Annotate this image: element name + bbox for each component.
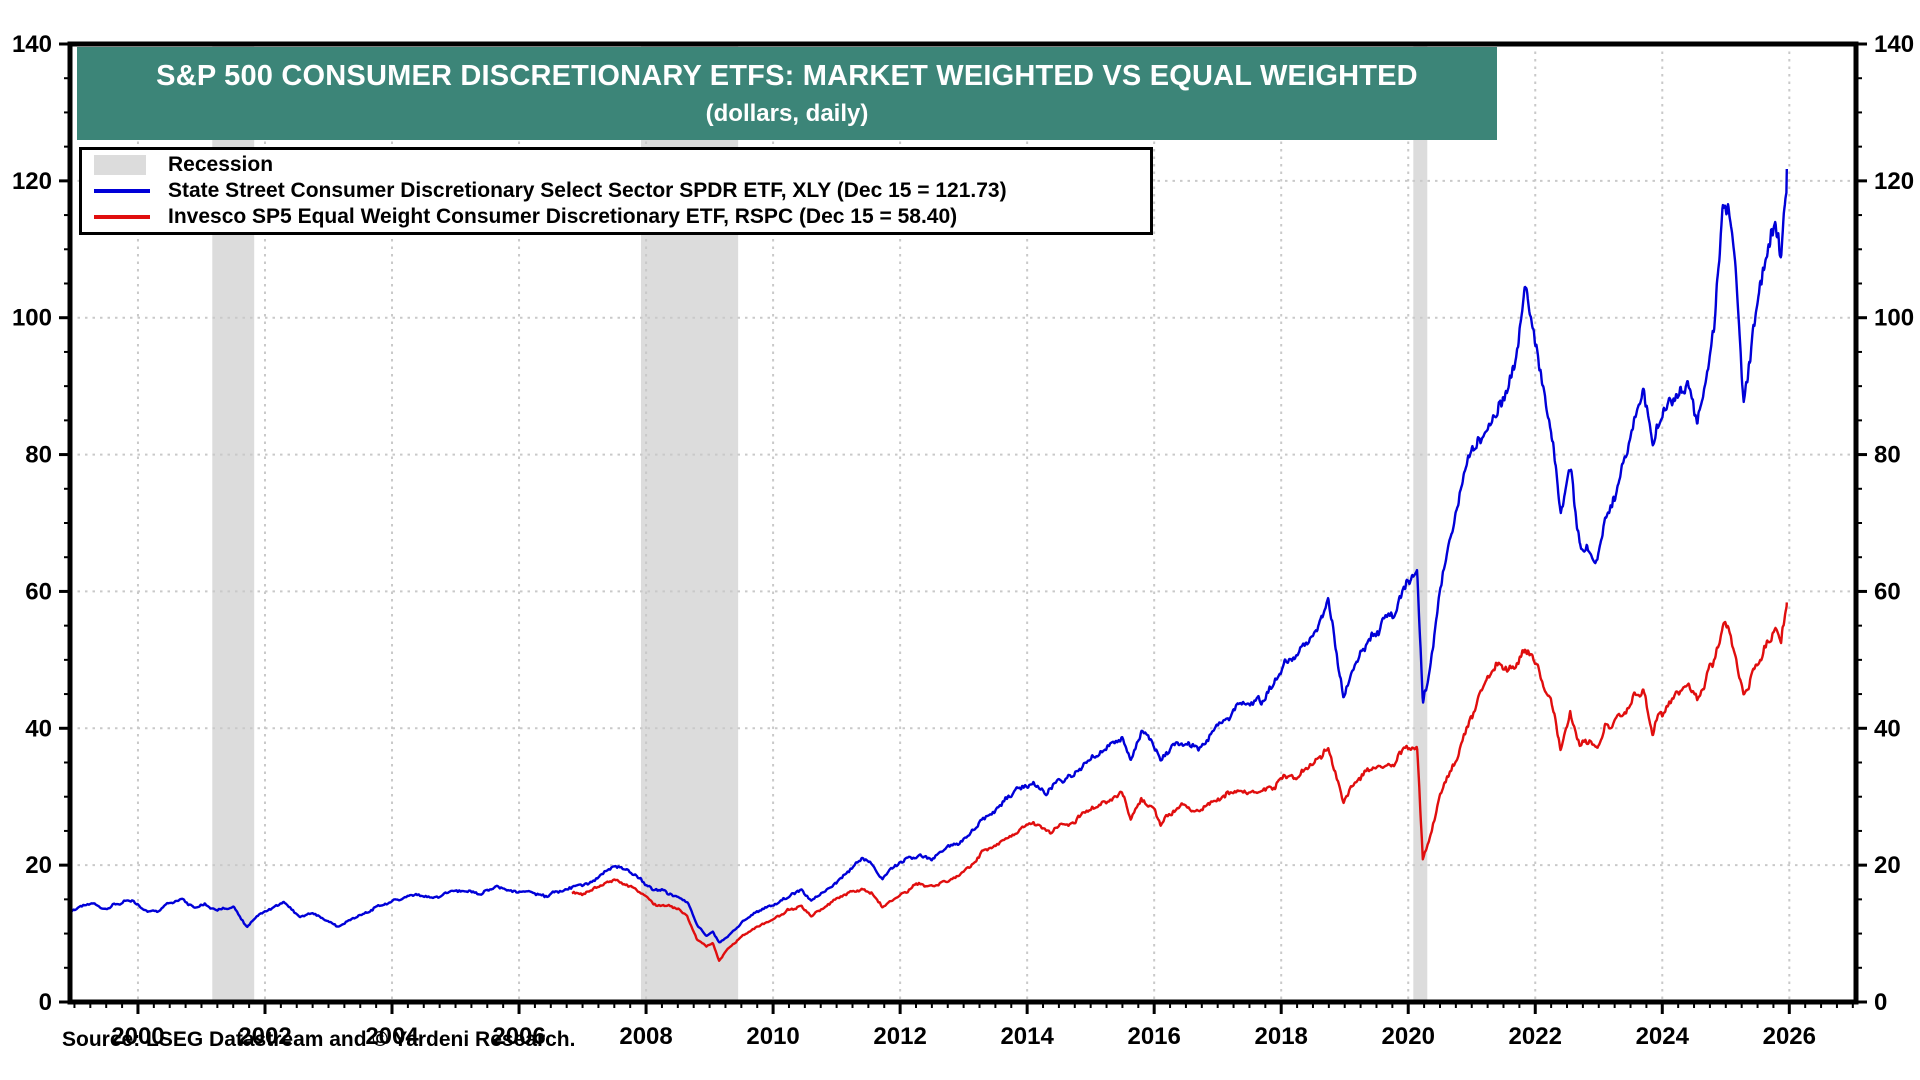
y-tick-label-right: 100 bbox=[1874, 305, 1914, 332]
y-tick-label-right: 140 bbox=[1874, 31, 1914, 58]
y-tick-label-left: 20 bbox=[25, 852, 52, 879]
y-tick-label-right: 0 bbox=[1874, 989, 1887, 1016]
y-tick-label-left: 60 bbox=[25, 578, 52, 605]
y-tick-label-left: 40 bbox=[25, 715, 52, 742]
rspc-line-sample-icon bbox=[94, 215, 150, 219]
x-tick-label: 2010 bbox=[746, 1023, 799, 1050]
legend-label-recession: Recession bbox=[168, 153, 274, 176]
x-tick-label: 2016 bbox=[1127, 1023, 1180, 1050]
x-tick-label: 2022 bbox=[1509, 1023, 1562, 1050]
legend-item-rspc: Invesco SP5 Equal Weight Consumer Discre… bbox=[94, 204, 1150, 230]
y-tick-label-left: 140 bbox=[12, 31, 52, 58]
legend-item-recession: Recession bbox=[94, 152, 1150, 178]
x-tick-label: 2024 bbox=[1636, 1023, 1690, 1050]
x-tick-label: 2000 bbox=[111, 1023, 164, 1050]
y-tick-label-left: 100 bbox=[12, 305, 52, 332]
y-tick-label-right: 40 bbox=[1874, 715, 1901, 742]
x-tick-label: 2018 bbox=[1255, 1023, 1308, 1050]
source-note: Source: LSEG Datastream and © Yardeni Re… bbox=[62, 1028, 576, 1051]
x-tick-label: 2002 bbox=[238, 1023, 291, 1050]
y-tick-label-right: 80 bbox=[1874, 442, 1901, 469]
y-tick-label-right: 20 bbox=[1874, 852, 1901, 879]
x-tick-label: 2026 bbox=[1763, 1023, 1816, 1050]
x-tick-label: 2004 bbox=[365, 1023, 419, 1050]
legend-label-xly: State Street Consumer Discretionary Sele… bbox=[168, 179, 1007, 202]
legend: Recession State Street Consumer Discreti… bbox=[79, 147, 1153, 235]
x-tick-label: 2006 bbox=[492, 1023, 545, 1050]
xly-line-sample-icon bbox=[94, 189, 150, 193]
x-tick-label: 2020 bbox=[1382, 1023, 1435, 1050]
y-tick-label-left: 80 bbox=[25, 442, 52, 469]
xly-series-line bbox=[68, 168, 1788, 944]
rspc-series-line bbox=[571, 602, 1788, 962]
y-tick-label-left: 0 bbox=[39, 989, 52, 1016]
legend-label-rspc: Invesco SP5 Equal Weight Consumer Discre… bbox=[168, 205, 958, 228]
x-tick-label: 2008 bbox=[619, 1023, 672, 1050]
title-banner: S&P 500 CONSUMER DISCRETIONARY ETFS: MAR… bbox=[77, 47, 1497, 140]
y-tick-label-left: 120 bbox=[12, 168, 52, 195]
y-tick-label-right: 60 bbox=[1874, 578, 1901, 605]
legend-item-xly: State Street Consumer Discretionary Sele… bbox=[94, 178, 1150, 204]
chart-title: S&P 500 CONSUMER DISCRETIONARY ETFS: MAR… bbox=[156, 60, 1418, 93]
x-tick-label: 2012 bbox=[873, 1023, 926, 1050]
x-tick-label: 2014 bbox=[1000, 1023, 1054, 1050]
y-tick-label-right: 120 bbox=[1874, 168, 1914, 195]
recession-band bbox=[1413, 44, 1428, 1002]
chart-subtitle: (dollars, daily) bbox=[705, 99, 869, 127]
recession-swatch-icon bbox=[94, 155, 146, 175]
